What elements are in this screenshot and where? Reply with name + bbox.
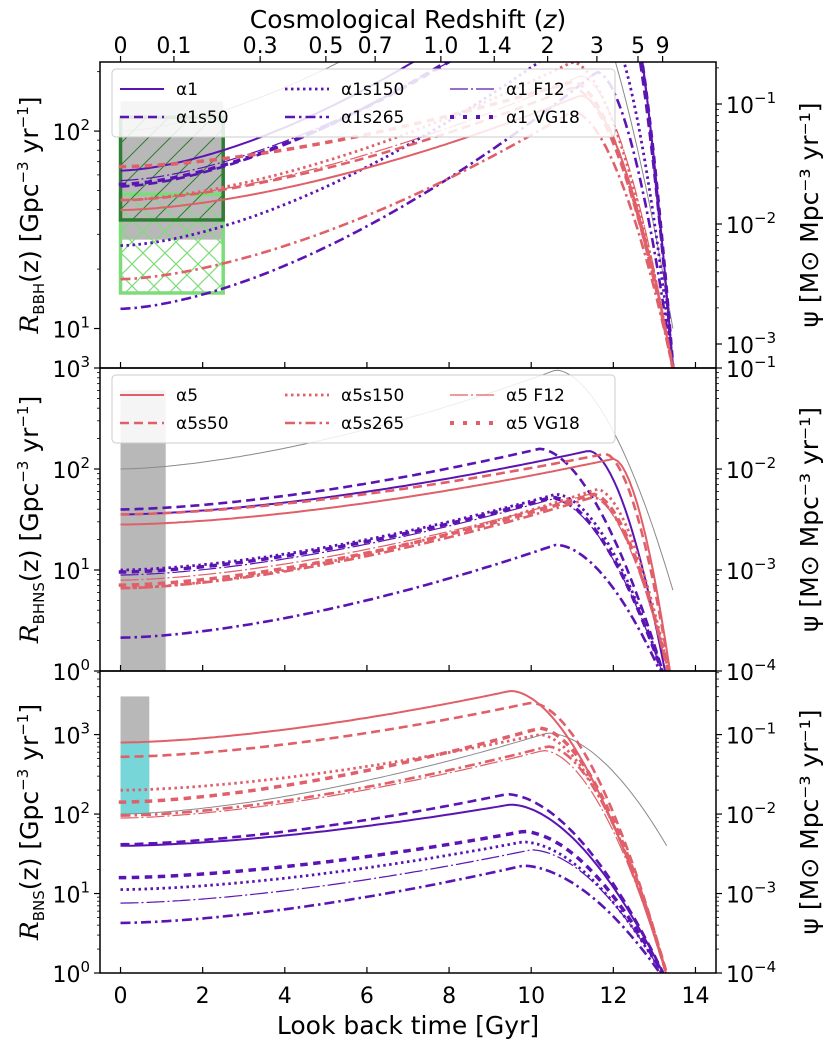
series-line bbox=[120, 543, 662, 671]
top-tick-label: 5 bbox=[631, 34, 645, 59]
legend-label: α1 F12 bbox=[506, 80, 565, 100]
series-line bbox=[120, 457, 671, 671]
series-line bbox=[120, 492, 664, 671]
series-line bbox=[118, 492, 670, 671]
series-line bbox=[118, 829, 665, 973]
series-line bbox=[118, 726, 669, 973]
y-tick-label: 103 bbox=[52, 353, 90, 383]
right-tick-label: 10−2 bbox=[726, 799, 776, 829]
top-tick-label: 2 bbox=[541, 34, 555, 59]
x-tick-label: 10 bbox=[517, 984, 545, 1009]
right-axis-label: ψ [M⊙ Mpc⁻³ yr⁻¹] bbox=[795, 102, 824, 327]
x-tick-label: 4 bbox=[278, 984, 292, 1009]
panel-bhns: 100 101 102 103 10−4 10−3 10−2 10−1 RBHNS(z) [Gp… bbox=[14, 353, 824, 686]
series-line bbox=[118, 495, 664, 671]
series-line bbox=[120, 452, 671, 671]
top-tick-label: 0.5 bbox=[308, 34, 343, 59]
y-tick-label: 102 bbox=[52, 454, 90, 484]
series-line bbox=[120, 690, 668, 973]
top-tick-label: 1.4 bbox=[477, 34, 512, 59]
legend-label: α5s265 bbox=[341, 414, 404, 434]
y-tick-label: 103 bbox=[52, 720, 90, 750]
y-axis-label: RBNS(z) [Gpc−3 yr−1] bbox=[14, 704, 48, 941]
top-axis-title: Cosmological Redshift (z) bbox=[250, 5, 567, 34]
y-tick-label: 101 bbox=[52, 555, 90, 585]
right-tick-label: 10−3 bbox=[726, 329, 776, 359]
series-line bbox=[120, 840, 664, 973]
x-tick-label: 8 bbox=[442, 984, 456, 1009]
right-tick-label: 10−1 bbox=[726, 89, 776, 119]
legend-label: α5 bbox=[176, 386, 198, 406]
x-tick-label: 12 bbox=[599, 984, 627, 1009]
y-tick-label: 101 bbox=[52, 879, 90, 909]
right-tick-label: 10−3 bbox=[726, 879, 776, 909]
right-tick-label: 10−2 bbox=[726, 209, 776, 239]
right-tick-label: 10−4 bbox=[726, 656, 776, 686]
series-line bbox=[120, 733, 668, 973]
top-tick-label: 3 bbox=[590, 34, 604, 59]
top-tick-label: 1.0 bbox=[423, 34, 458, 59]
series-line bbox=[120, 745, 668, 973]
x-tick-label: 6 bbox=[360, 984, 374, 1009]
top-tick-label: 0.3 bbox=[243, 34, 278, 59]
y-tick-label: 101 bbox=[52, 314, 90, 344]
legend-label: α5 VG18 bbox=[506, 414, 580, 434]
series-line bbox=[120, 447, 665, 671]
right-tick-label: 10−1 bbox=[726, 720, 776, 750]
series-line bbox=[120, 487, 670, 671]
right-axis-label: ψ [M⊙ Mpc⁻³ yr⁻¹] bbox=[795, 407, 824, 632]
right-axis-label: ψ [M⊙ Mpc⁻³ yr⁻¹] bbox=[795, 709, 824, 934]
top-tick-label: 0.7 bbox=[358, 34, 393, 59]
right-tick-label: 10−4 bbox=[726, 958, 776, 988]
y-tick-label: 100 bbox=[52, 958, 90, 988]
legend-box bbox=[111, 68, 616, 138]
legend-label: α1s150 bbox=[341, 80, 404, 100]
legend-label: α5s150 bbox=[341, 386, 404, 406]
series-line bbox=[120, 496, 670, 671]
y-tick-label: 100 bbox=[52, 656, 90, 686]
legend-label: α1s50 bbox=[176, 108, 229, 128]
series-line bbox=[120, 498, 663, 671]
series-line bbox=[120, 450, 667, 671]
legend-label: α5 F12 bbox=[506, 386, 565, 406]
top-tick-label: 9 bbox=[656, 34, 670, 59]
series-line bbox=[120, 62, 675, 368]
series-line bbox=[120, 864, 662, 973]
panel-bns: 100 101 102 103 10−4 10−3 10−2 10−1 RBNS(z) [Gpc… bbox=[14, 670, 824, 988]
legend-label: α5s50 bbox=[176, 414, 229, 434]
legend-box bbox=[111, 374, 616, 444]
x-tick-label: 0 bbox=[114, 984, 128, 1009]
top-tick-label: 0 bbox=[114, 34, 128, 59]
series-line bbox=[120, 701, 668, 973]
series-line bbox=[118, 62, 675, 368]
series-line bbox=[120, 849, 663, 973]
legend-label: α1 VG18 bbox=[506, 108, 580, 128]
y-tick-label: 102 bbox=[52, 116, 90, 146]
legend-label: α1 bbox=[176, 80, 198, 100]
x-tick-label: 14 bbox=[681, 984, 709, 1009]
series-line bbox=[120, 732, 668, 847]
series-line bbox=[120, 749, 667, 973]
right-tick-label: 10−3 bbox=[726, 555, 776, 585]
panels: 101 102 103 10−3 10−2 10−1 RBBH(z) [Gpc−3 yr−1… bbox=[14, 61, 824, 988]
x-axis-label: Look back time [Gyr] bbox=[277, 1011, 539, 1040]
x-axis-ticks: 0 2 4 6 8 10 12 14 bbox=[114, 984, 710, 1009]
legend-label: α1s265 bbox=[341, 108, 404, 128]
right-tick-label: 10−2 bbox=[726, 454, 776, 484]
y-tick-label: 102 bbox=[52, 799, 90, 829]
y-axis-label: RBBH(z) [Gpc−3 yr−1] bbox=[14, 96, 48, 334]
top-axis-ticks: 0 0.1 0.3 0.5 0.7 1.0 1.4 2 3 5 9 bbox=[114, 34, 670, 62]
series-line bbox=[120, 803, 665, 973]
right-tick-label: 10−1 bbox=[726, 353, 776, 383]
y-axis-label: RBHNS(z) [Gpc−3 yr−1] bbox=[14, 396, 48, 645]
top-tick-label: 0.1 bbox=[156, 34, 191, 59]
series-line bbox=[120, 792, 665, 973]
x-tick-label: 2 bbox=[196, 984, 210, 1009]
